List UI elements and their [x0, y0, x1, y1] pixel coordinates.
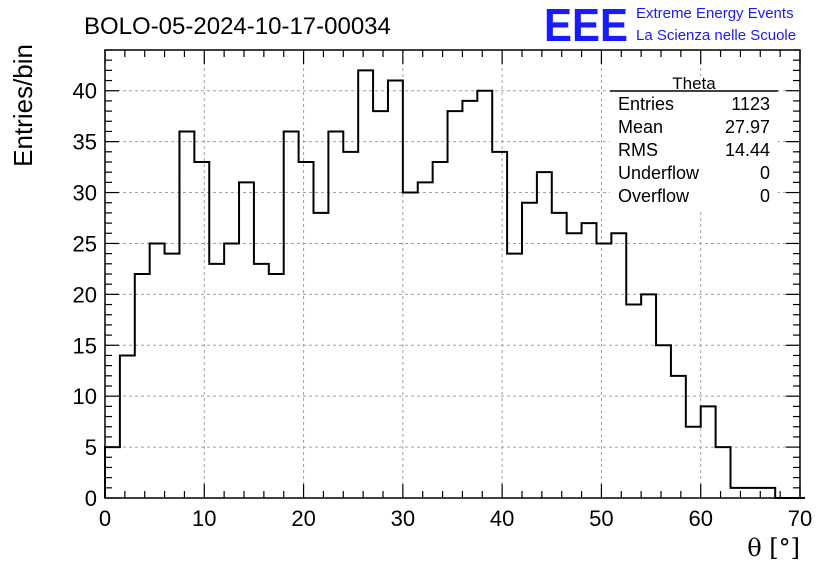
- y-tick-label: 35: [73, 130, 97, 155]
- x-tick-label: 70: [788, 506, 812, 531]
- histogram-bin: [284, 131, 299, 498]
- stats-row-value: 0: [760, 163, 770, 183]
- histogram-bin: [656, 345, 671, 498]
- x-axis-label: θ [°]: [747, 534, 800, 562]
- histogram-bin: [209, 264, 224, 498]
- stats-row-label: RMS: [618, 140, 658, 160]
- x-tick-label: 30: [391, 506, 415, 531]
- y-tick-label: 0: [85, 486, 97, 511]
- histogram-bin: [492, 152, 507, 498]
- stats-row-label: Entries: [618, 94, 674, 114]
- histogram-bin: [596, 243, 611, 498]
- histogram-bin: [462, 101, 477, 498]
- stats-row-value: 0: [760, 186, 770, 206]
- histogram-bin: [373, 111, 388, 498]
- histogram-bin: [358, 70, 373, 498]
- histogram-bin: [179, 131, 194, 498]
- x-tick-label: 50: [589, 506, 613, 531]
- stats-title: Theta: [672, 74, 716, 93]
- histogram-bin: [507, 254, 522, 498]
- histogram-bin: [105, 447, 120, 498]
- eee-logo: EEE: [544, 0, 628, 51]
- histogram-bin: [120, 355, 135, 498]
- stats-row-label: Mean: [618, 117, 663, 137]
- y-tick-label: 10: [73, 384, 97, 409]
- histogram-bin: [328, 131, 343, 498]
- histogram-bin: [299, 162, 314, 498]
- stats-row-value: 27.97: [725, 117, 770, 137]
- x-tick-label: 0: [99, 506, 111, 531]
- histogram-bin: [269, 274, 284, 498]
- histogram-bin: [745, 488, 760, 498]
- histogram-bin: [388, 81, 403, 498]
- x-tick-label: 10: [192, 506, 216, 531]
- y-tick-label: 20: [73, 282, 97, 307]
- histogram-bin: [716, 447, 731, 498]
- histogram-bin: [582, 223, 597, 498]
- org-name-line1: Extreme Energy Events: [636, 5, 794, 22]
- histogram-bin: [537, 172, 552, 498]
- histogram-bin: [760, 488, 775, 498]
- x-tick-label: 20: [291, 506, 315, 531]
- chart-title: BOLO-05-2024-10-17-00034: [84, 13, 391, 40]
- histogram-bin: [239, 182, 254, 498]
- y-tick-label: 15: [73, 333, 97, 358]
- histogram-bin: [343, 152, 358, 498]
- histogram-bin: [224, 243, 239, 498]
- histogram-bin: [194, 162, 209, 498]
- histogram-bin: [314, 213, 329, 498]
- histogram-bin: [433, 162, 448, 498]
- stats-row-label: Underflow: [618, 163, 700, 183]
- histogram-bin: [671, 376, 686, 498]
- histogram-outline: [104, 69, 805, 499]
- histogram-bin: [686, 427, 701, 498]
- histogram-bin: [731, 488, 746, 498]
- histogram-bin: [522, 203, 537, 498]
- y-tick-label: 30: [73, 181, 97, 206]
- x-tick-label: 60: [688, 506, 712, 531]
- org-name-line2: La Scienza nelle Scuole: [636, 27, 796, 44]
- stats-row-value: 14.44: [725, 140, 770, 160]
- y-axis-ticks: 0 5 10 15 20 25 30 35 40: [73, 49, 800, 511]
- y-tick-label: 5: [85, 435, 97, 460]
- histogram-bars: [104, 69, 805, 499]
- y-tick-label: 40: [73, 79, 97, 104]
- x-axis-ticks: 0 10 20 30 40 50 60 70: [99, 50, 812, 531]
- histogram-bin: [150, 243, 165, 498]
- y-tick-label: 25: [73, 231, 97, 256]
- y-axis-label: Entries/bin: [8, 44, 38, 167]
- stats-box: Theta Entries 1123 Mean 27.97 RMS 14.44 Underf…: [610, 74, 778, 210]
- histogram-bin: [448, 111, 463, 498]
- histogram-bin: [135, 274, 150, 498]
- histogram-bin: [567, 233, 582, 498]
- histogram-bin: [165, 254, 180, 498]
- histogram-bin: [552, 213, 567, 498]
- histogram-bin: [626, 305, 641, 498]
- stats-row-value: 1123: [731, 94, 770, 114]
- histogram-bin: [418, 182, 433, 498]
- stats-row-label: Overflow: [618, 186, 690, 206]
- histogram-bin: [611, 233, 626, 498]
- histogram-bin: [701, 406, 716, 498]
- histogram-bin: [254, 264, 269, 498]
- x-tick-label: 40: [490, 506, 514, 531]
